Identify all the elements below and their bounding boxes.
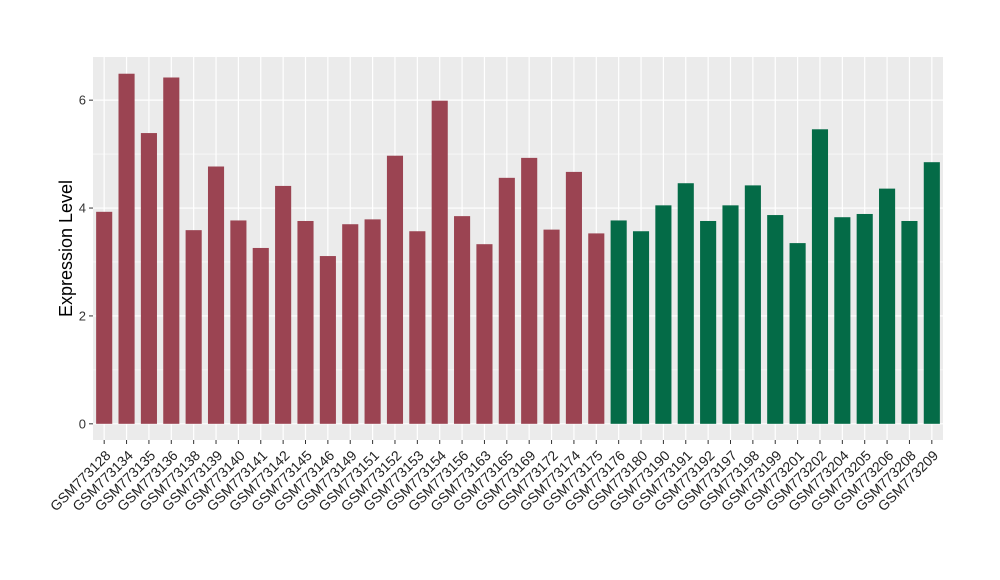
- y-tick-label: 2: [79, 308, 86, 323]
- x-axis: GSM773128GSM773134GSM773135GSM773136GSM7…: [47, 440, 941, 514]
- bars: [96, 73, 940, 424]
- bar-GSM773202: [811, 129, 829, 424]
- bar-GSM773197: [722, 205, 739, 424]
- bar-GSM773146: [319, 256, 336, 424]
- bar-GSM773139: [207, 166, 225, 424]
- bar-GSM773204: [834, 217, 851, 424]
- bar-GSM773156: [454, 216, 471, 424]
- y-tick-label: 4: [79, 201, 86, 216]
- bar-GSM773176: [610, 220, 627, 424]
- bar-GSM773199: [767, 215, 784, 424]
- bar-GSM773149: [342, 224, 359, 424]
- y-tick-label: 0: [79, 416, 86, 431]
- bar-GSM773165: [498, 177, 515, 424]
- bar-GSM773205: [856, 213, 873, 424]
- bar-GSM773172: [543, 229, 560, 424]
- bar-GSM773198: [744, 185, 761, 424]
- bar-GSM773201: [789, 243, 806, 424]
- bar-GSM773209: [923, 162, 940, 424]
- bar-GSM773145: [297, 220, 314, 424]
- bar-GSM773138: [185, 230, 202, 424]
- bar-GSM773153: [409, 231, 426, 424]
- bar-GSM773192: [700, 220, 717, 424]
- bar-GSM773141: [252, 247, 269, 424]
- bar-GSM773208: [901, 220, 918, 424]
- bar-GSM773154: [431, 100, 448, 424]
- bar-GSM773175: [588, 233, 605, 424]
- bar-GSM773134: [118, 73, 135, 424]
- y-axis-title: Expression Level: [56, 180, 76, 317]
- bar-GSM773180: [632, 231, 650, 424]
- bar-GSM773135: [140, 133, 157, 424]
- bar-GSM773174: [565, 171, 582, 424]
- y-axis: 0 2 4 6: [79, 93, 93, 431]
- bar-GSM773128: [96, 211, 113, 424]
- bar-GSM773206: [879, 188, 896, 424]
- bar-GSM773163: [476, 244, 493, 424]
- bar-GSM773169: [521, 157, 538, 424]
- bar-GSM773136: [163, 77, 180, 424]
- bar-GSM773191: [677, 183, 694, 424]
- bar-GSM773190: [655, 205, 672, 424]
- bar-GSM773140: [230, 220, 247, 424]
- y-tick-label: 6: [79, 93, 86, 108]
- bar-GSM773151: [364, 219, 381, 424]
- bar-GSM773142: [275, 185, 292, 424]
- bar-GSM773152: [386, 155, 404, 424]
